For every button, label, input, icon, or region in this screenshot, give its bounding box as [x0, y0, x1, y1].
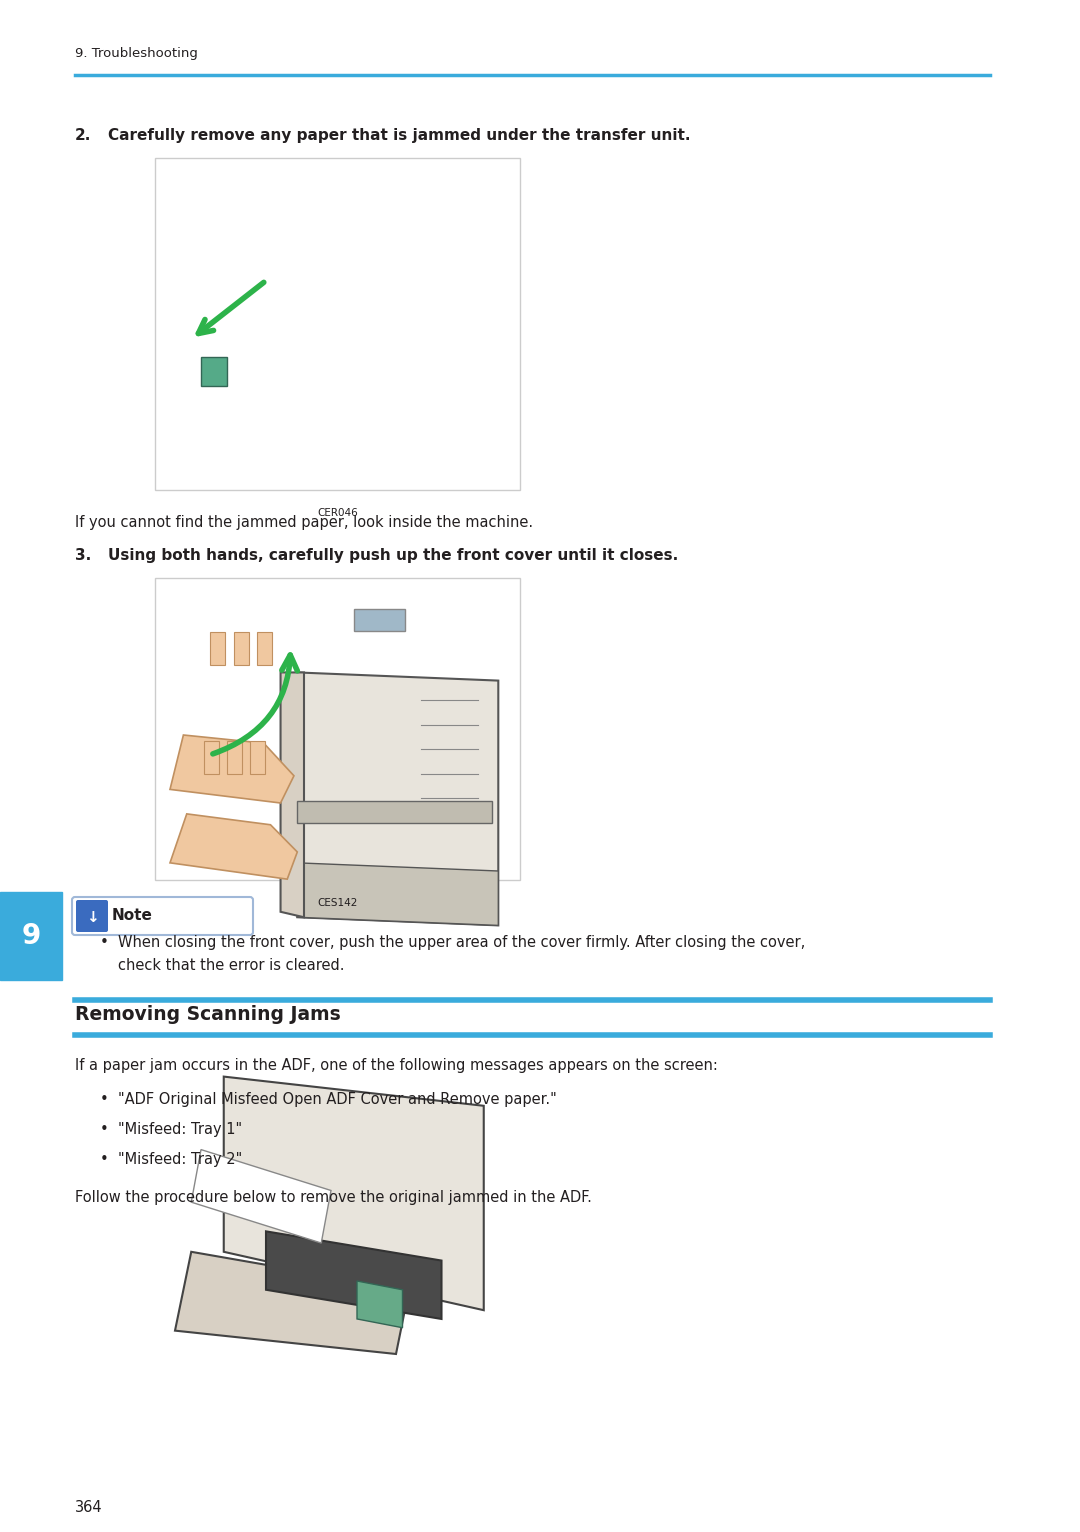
- Bar: [156, 578, 519, 879]
- Text: Carefully remove any paper that is jammed under the transfer unit.: Carefully remove any paper that is jamme…: [108, 129, 690, 142]
- Polygon shape: [191, 1149, 330, 1242]
- Bar: [251, 741, 266, 774]
- Bar: [227, 741, 242, 774]
- Bar: [211, 633, 226, 665]
- Text: 9: 9: [22, 922, 41, 950]
- Text: "ADF Original Misfeed Open ADF Cover and Remove paper.": "ADF Original Misfeed Open ADF Cover and…: [118, 1092, 557, 1108]
- FancyBboxPatch shape: [76, 899, 108, 931]
- Bar: [203, 741, 218, 774]
- Polygon shape: [357, 1281, 403, 1328]
- Text: If a paper jam occurs in the ADF, one of the following messages appears on the s: If a paper jam occurs in the ADF, one of…: [75, 1059, 718, 1072]
- Bar: [156, 158, 519, 490]
- Text: Follow the procedure below to remove the original jammed in the ADF.: Follow the procedure below to remove the…: [75, 1190, 592, 1206]
- Text: If you cannot find the jammed paper, look inside the machine.: If you cannot find the jammed paper, loo…: [75, 515, 534, 530]
- Polygon shape: [266, 1232, 442, 1319]
- Polygon shape: [224, 1077, 484, 1310]
- Bar: [0, 892, 62, 980]
- Text: 2.: 2.: [75, 129, 92, 142]
- Text: "Misfeed: Tray 2": "Misfeed: Tray 2": [118, 1152, 242, 1167]
- Text: 9. Troubleshooting: 9. Troubleshooting: [75, 47, 198, 60]
- Text: •: •: [100, 935, 109, 950]
- Bar: [201, 357, 227, 386]
- Bar: [257, 633, 272, 665]
- Polygon shape: [170, 735, 294, 803]
- Polygon shape: [297, 673, 498, 925]
- Text: "Misfeed: Tray 1": "Misfeed: Tray 1": [118, 1121, 242, 1137]
- Bar: [233, 633, 248, 665]
- Bar: [297, 801, 491, 823]
- Text: CER046: CER046: [318, 509, 357, 518]
- Text: 364: 364: [75, 1500, 103, 1515]
- Text: Removing Scanning Jams: Removing Scanning Jams: [75, 1005, 341, 1023]
- Text: •: •: [100, 1092, 109, 1108]
- Text: Note: Note: [112, 908, 153, 924]
- Polygon shape: [175, 1252, 409, 1354]
- Polygon shape: [281, 673, 303, 918]
- Polygon shape: [297, 863, 498, 925]
- Text: Using both hands, carefully push up the front cover until it closes.: Using both hands, carefully push up the …: [108, 548, 678, 562]
- FancyBboxPatch shape: [72, 898, 253, 935]
- Text: ↓: ↓: [85, 910, 98, 924]
- Text: •: •: [100, 1121, 109, 1137]
- Text: 3.: 3.: [75, 548, 91, 562]
- Text: CES142: CES142: [318, 898, 357, 908]
- Bar: [354, 610, 405, 631]
- Text: •: •: [100, 1152, 109, 1167]
- Text: check that the error is cleared.: check that the error is cleared.: [118, 958, 345, 973]
- Text: When closing the front cover, push the upper area of the cover firmly. After clo: When closing the front cover, push the u…: [118, 935, 806, 950]
- Polygon shape: [170, 813, 297, 879]
